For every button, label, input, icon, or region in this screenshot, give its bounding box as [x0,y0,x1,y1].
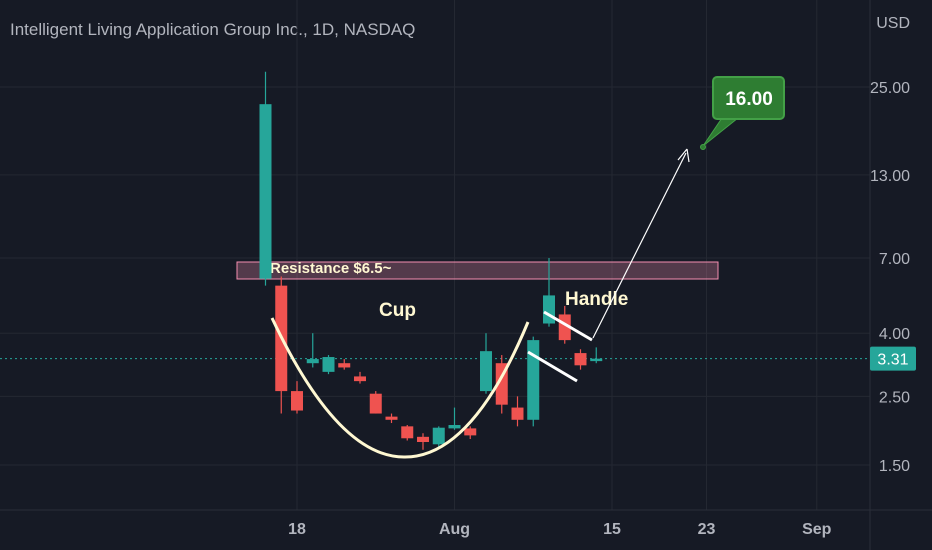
target-callout-box [712,76,785,120]
candle[interactable] [417,433,429,450]
handle-channel-lower[interactable] [527,350,578,383]
candle[interactable] [369,391,382,414]
handle-channel-upper[interactable] [543,310,593,342]
candle-body [354,376,366,382]
candle-body [338,363,351,368]
resistance-label: Resistance $6.5~ [270,260,392,277]
candle[interactable] [259,71,272,286]
candle[interactable] [306,333,319,368]
price-tick-label: 4.00 [879,326,910,343]
candle-body [464,428,477,436]
candle[interactable] [480,333,492,394]
candle-body [574,353,587,366]
target-arrow-line[interactable] [592,152,687,339]
last-price-value: 3.31 [877,352,908,369]
last-price-badge: 3.31 [870,346,916,371]
chart-title: Intelligent Living Application Group Inc… [10,20,416,39]
candle-body [543,295,555,324]
candle[interactable] [527,336,540,427]
candle[interactable] [291,381,303,414]
price-tick-label: 2.50 [879,389,910,406]
candle-body [369,393,382,414]
candle-body [306,359,319,364]
price-tick-label: 13.00 [870,168,910,185]
target-anchor-dot [700,144,706,150]
candle-body [322,357,335,372]
candle[interactable] [511,396,524,427]
price-axis[interactable]: 25.00 13.00 7.00 4.00 2.50 1.50 [870,80,910,475]
time-tick-label: 18 [288,521,306,538]
currency-label: USD [876,15,910,32]
target-callout-pointer [702,117,740,147]
candle[interactable] [338,359,351,370]
candle[interactable] [464,426,477,440]
target-arrow-head [677,148,690,163]
candle-body [527,340,540,420]
candle[interactable] [574,349,587,370]
time-axis[interactable]: 18 Aug 15 23 Sep [288,521,832,538]
handle-label: Handle [565,289,628,310]
candle-body [432,427,445,445]
candle[interactable] [322,355,335,375]
candle[interactable] [354,371,366,384]
candle[interactable] [432,426,445,449]
candle-body [259,104,272,279]
candle-body [385,416,398,420]
candle-body [590,358,603,362]
time-tick-label: Aug [439,521,470,538]
candle[interactable] [590,347,603,364]
cup-curve[interactable] [270,317,530,459]
candle-body [448,425,461,429]
time-tick-label: 23 [698,521,716,538]
price-tick-label: 25.00 [870,80,910,97]
resistance-zone[interactable] [236,261,719,280]
price-tick-label: 1.50 [879,458,910,475]
cup-label: Cup [379,300,416,321]
target-price-label: 16.00 [725,89,773,110]
time-tick-label: Sep [802,521,832,538]
candle-body [291,391,303,411]
time-tick-label: 15 [603,521,621,538]
last-price-badge-box [870,346,916,371]
candle-body [511,407,524,420]
candle-body [417,436,429,443]
candle-body [480,351,492,392]
target-callout[interactable]: 16.00 [700,76,785,150]
candle[interactable] [401,425,414,441]
candle[interactable] [448,407,461,430]
candle[interactable] [385,413,398,424]
price-tick-label: 7.00 [879,251,910,268]
candle-body [401,426,414,439]
